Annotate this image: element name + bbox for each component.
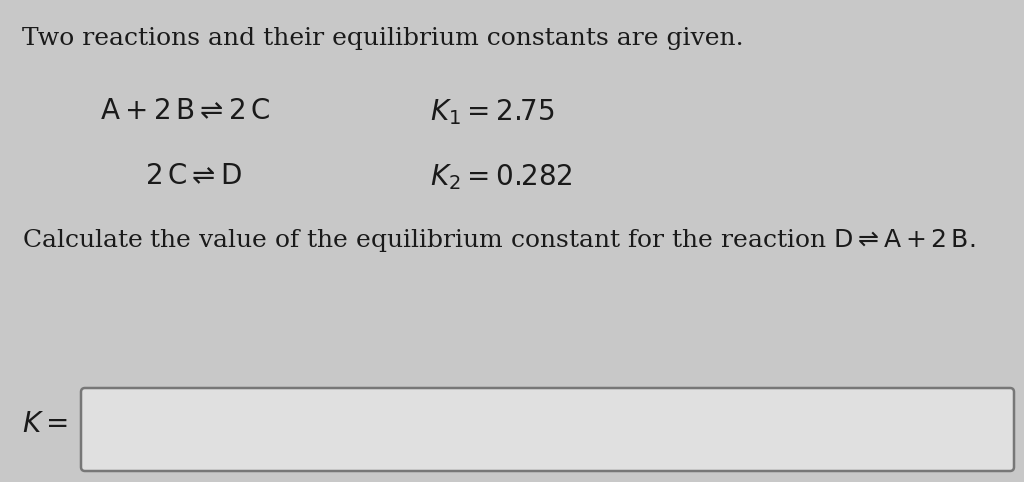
Text: $\mathrm{A + 2\,B} \rightleftharpoons \mathrm{2\,C}$: $\mathrm{A + 2\,B} \rightleftharpoons \m… <box>100 97 270 125</box>
Text: $K_1 = 2.75$: $K_1 = 2.75$ <box>430 97 555 127</box>
Text: Two reactions and their equilibrium constants are given.: Two reactions and their equilibrium cons… <box>22 27 743 50</box>
Text: Calculate the value of the equilibrium constant for the reaction $\mathrm{D} \ri: Calculate the value of the equilibrium c… <box>22 227 975 254</box>
FancyBboxPatch shape <box>81 388 1014 471</box>
Text: $K =$: $K =$ <box>22 412 68 439</box>
Text: $\mathrm{2\,C} \rightleftharpoons \mathrm{D}$: $\mathrm{2\,C} \rightleftharpoons \mathr… <box>145 162 243 190</box>
Text: $K_2 = 0.282$: $K_2 = 0.282$ <box>430 162 572 192</box>
